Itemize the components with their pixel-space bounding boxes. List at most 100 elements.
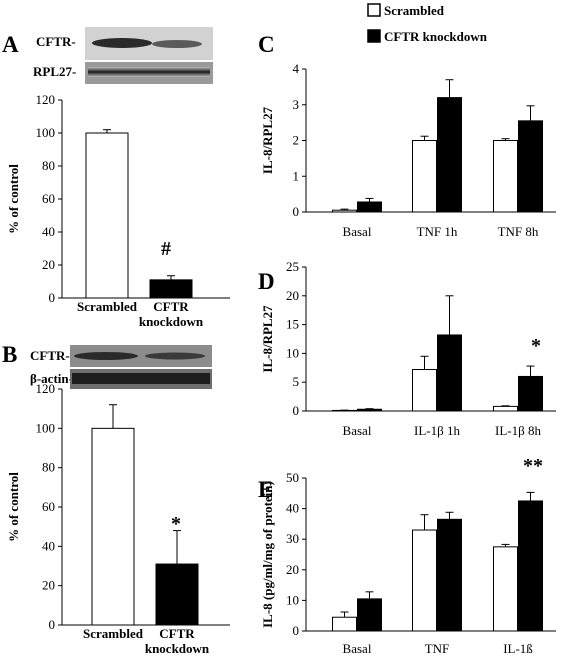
chart-b-bar (91, 427, 135, 626)
chart-e-category-label: IL-1ß (503, 641, 533, 656)
blot-b: CFTR- β-actin- (30, 345, 212, 389)
chart-b-ytick-label: 80 (42, 460, 55, 475)
chart-b-ytick-label: 60 (42, 499, 55, 514)
blot-a-rpl27-band (88, 67, 210, 77)
chart-c-ytick-label: 1 (293, 168, 300, 183)
sig-marker-e: ** (523, 455, 543, 477)
chart-e-ytick-label: 10 (286, 592, 299, 607)
chart-d-bar-knockdown (437, 334, 462, 412)
chart-c-ytick-label: 3 (293, 97, 300, 112)
chart-c-bar-knockdown (357, 201, 382, 213)
blot-b-cftr-band-2 (145, 352, 205, 360)
blot-b-label-cftr: CFTR- (30, 348, 70, 363)
chart-e-bar-knockdown (518, 500, 543, 632)
sig-marker-b: * (171, 513, 181, 535)
chart-d-bar-scrambled (493, 405, 518, 412)
chart-d-bar-knockdown (357, 408, 382, 412)
chart-c-ytick-label: 2 (293, 133, 300, 148)
chart-b-ytick-label: 120 (36, 381, 56, 396)
chart-a-category-label: knockdown (139, 314, 204, 329)
chart-d-bar-knockdown (518, 375, 543, 412)
chart-d-category-label: Basal (343, 423, 372, 438)
chart-e-ytick-label: 20 (286, 562, 299, 577)
chart-a-ytick-label: 60 (42, 191, 55, 206)
chart-a-ytick-label: 80 (42, 158, 55, 173)
blot-b-cftr-band-1 (74, 352, 138, 360)
chart-e-bar-knockdown (357, 598, 382, 632)
chart-b-ytick-label: 0 (49, 617, 56, 632)
blot-a-cftr-band-1 (92, 38, 152, 48)
legend-swatch-scrambled (367, 3, 381, 17)
chart-a-ytick-label: 20 (42, 257, 55, 272)
chart-e-bar-scrambled (332, 616, 357, 632)
chart-e-bar-scrambled (412, 529, 437, 632)
chart-d-ytick-label: 20 (286, 288, 299, 303)
blot-b-cftr-strip (70, 345, 212, 367)
panel-letter-c: C (258, 32, 275, 57)
chart-e-ytick-label: 50 (286, 470, 299, 485)
legend-label-scrambled: Scrambled (384, 3, 445, 18)
chart-b-category-label: knockdown (145, 641, 210, 656)
panel-letter-e: E (258, 477, 273, 502)
chart-d-category-label: IL-1β 8h (495, 423, 541, 438)
chart-c-bar-scrambled (412, 140, 437, 213)
chart-d-ytick-label: 5 (293, 374, 300, 389)
blot-a-cftr-band-2 (152, 40, 202, 48)
blot-a-label-rpl27: RPL27- (33, 64, 76, 79)
chart-e-category-label: TNF (425, 641, 450, 656)
legend-label-knockdown: CFTR knockdown (384, 29, 488, 44)
sig-marker-a: # (161, 238, 171, 260)
panel-letter-b: B (2, 342, 17, 367)
chart-b-ytick-label: 40 (42, 538, 55, 553)
chart-c-ytick-label: 0 (293, 204, 300, 219)
panel-letter-a: A (2, 32, 19, 57)
legend-swatch-knockdown (367, 29, 381, 43)
chart-e-ylabel: IL-8 (pg/ml/mg of protein) (260, 481, 275, 628)
blot-b-label-actin: β-actin- (30, 371, 73, 386)
chart-c-bar-scrambled (493, 140, 518, 213)
chart-c-ylabel: IL-8/RPL27 (260, 106, 275, 174)
chart-d-ytick-label: 15 (286, 317, 299, 332)
chart-b-bar (155, 563, 199, 626)
chart-e-bar-scrambled (493, 546, 518, 632)
chart-a-ytick-label: 120 (36, 92, 56, 107)
chart-c-category-label: Basal (343, 224, 372, 239)
chart-d-category-label: IL-1β 1h (414, 423, 460, 438)
chart-a-bar (85, 132, 129, 299)
chart-c-category-label: TNF 1h (417, 224, 458, 239)
chart-c-bar-scrambled (332, 209, 357, 213)
panel-letter-d: D (258, 269, 275, 294)
chart-b-ylabel: % of control (6, 472, 21, 542)
chart-b-category-label: CFTR (159, 626, 195, 641)
chart-e-ytick-label: 30 (286, 531, 299, 546)
chart-b-ytick-label: 20 (42, 578, 55, 593)
chart-c-category-label: TNF 8h (498, 224, 539, 239)
sig-marker-d: * (531, 335, 541, 357)
chart-d-ytick-label: 25 (286, 259, 299, 274)
chart-c-bar-knockdown (437, 97, 462, 213)
chart-a-category-label: Scrambled (77, 299, 138, 314)
chart-b-category-label: Scrambled (83, 626, 144, 641)
chart-d-ytick-label: 10 (286, 345, 299, 360)
chart-d-bar-scrambled (412, 369, 437, 412)
blot-a-label-cftr: CFTR- (36, 34, 76, 49)
chart-c-bar-knockdown (518, 120, 543, 213)
chart-b-ytick-label: 100 (36, 420, 56, 435)
chart-e-category-label: Basal (343, 641, 372, 656)
chart-d-ytick-label: 0 (293, 403, 300, 418)
chart-a-category-label: CFTR (153, 299, 189, 314)
chart-e-ytick-label: 0 (293, 623, 300, 638)
chart-a-ytick-label: 0 (49, 290, 56, 305)
chart-a-ytick-label: 40 (42, 224, 55, 239)
chart-a-bar (149, 279, 193, 299)
chart-e-bar-knockdown (437, 518, 462, 632)
blot-b-actin-band (72, 373, 210, 384)
blot-a: CFTR- RPL27- (33, 27, 213, 84)
chart-e-ytick-label: 40 (286, 501, 299, 516)
chart-a-ylabel: % of control (6, 164, 21, 234)
legend: Scrambled CFTR knockdown (367, 3, 488, 44)
chart-a-ytick-label: 100 (36, 125, 56, 140)
chart-c-ytick-label: 4 (293, 61, 300, 76)
